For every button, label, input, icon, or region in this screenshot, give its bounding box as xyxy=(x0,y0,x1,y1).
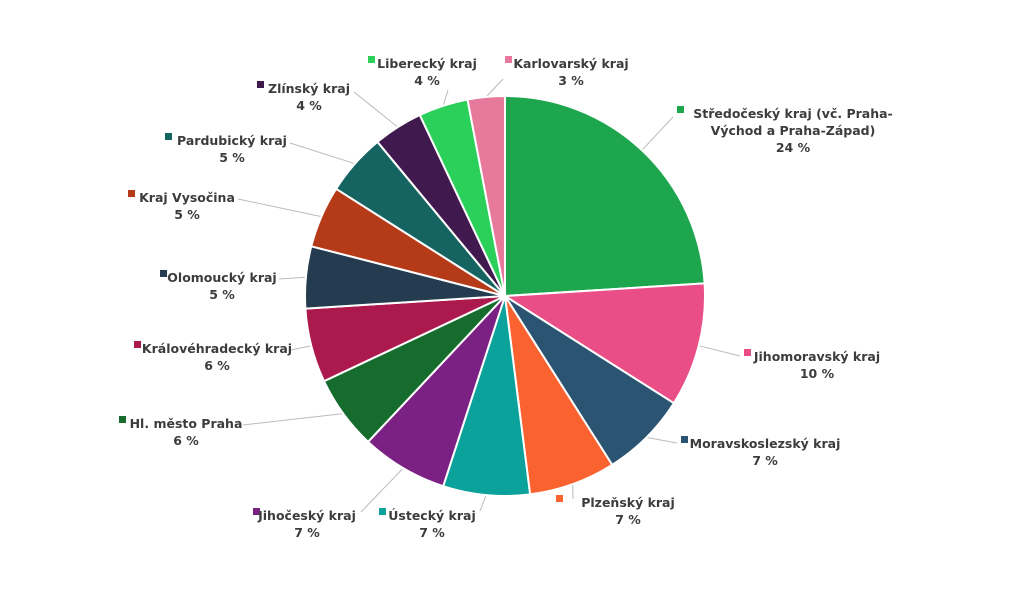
leader-line-13 xyxy=(442,89,449,106)
slice-label-8: Královéhradecký kraj 6 % xyxy=(142,341,292,373)
slice-percent-value: 5 % xyxy=(209,287,235,302)
slice-label-1: Středočeský kraj (vč. Praha- Východ a Pra… xyxy=(693,106,893,155)
pie-slice-1[interactable] xyxy=(504,95,706,297)
slice-percent-value: 7 % xyxy=(294,525,320,540)
slice-label-line: Jihomoravský kraj xyxy=(753,349,880,364)
legend-bullet-14 xyxy=(505,56,512,63)
leader-line-6 xyxy=(360,467,404,513)
slice-percent-value: 7 % xyxy=(752,453,778,468)
slice-label-5: Ústecký kraj 7 % xyxy=(388,508,475,540)
leader-line-5 xyxy=(479,494,487,512)
slice-label-13: Liberecký kraj 4 % xyxy=(377,56,477,88)
leader-line-12 xyxy=(353,91,399,128)
leader-line-8 xyxy=(290,345,312,351)
slice-percent-value: 7 % xyxy=(419,525,445,540)
slice-label-line: Liberecký kraj xyxy=(377,56,477,71)
slice-label-7: Hl. město Praha 6 % xyxy=(130,416,243,448)
leader-line-2 xyxy=(698,345,741,357)
pie-slice-2[interactable] xyxy=(504,282,706,405)
legend-bullet-5 xyxy=(379,508,386,515)
leader-lines-group xyxy=(237,78,741,513)
slice-percent-value: 24 % xyxy=(776,140,811,155)
slice-percent-value: 5 % xyxy=(174,207,200,222)
pie-slice-14[interactable] xyxy=(466,94,506,297)
slice-percent-value: 3 % xyxy=(558,73,584,88)
legend-bullet-8 xyxy=(134,341,141,348)
leader-line-10 xyxy=(237,198,322,218)
slice-label-line: Zlínský kraj xyxy=(268,81,350,96)
slice-percent-value: 4 % xyxy=(296,98,322,113)
legend-bullet-12 xyxy=(257,81,264,88)
slice-percent-value: 7 % xyxy=(615,512,641,527)
slice-label-line: Moravskoslezský kraj xyxy=(690,436,841,451)
legend-bullet-2 xyxy=(744,349,751,356)
slice-label-12: Zlínský kraj 4 % xyxy=(268,81,350,113)
slice-labels-group: Středočeský kraj (vč. Praha- Východ a Pra… xyxy=(119,56,893,540)
slice-label-line: Olomoucký kraj xyxy=(167,270,276,285)
slice-label-2: Jihomoravský kraj 10 % xyxy=(753,349,880,381)
leader-line-11 xyxy=(289,142,356,165)
legend-bullet-10 xyxy=(128,190,135,197)
slice-label-6: Jihočeský kraj 7 % xyxy=(257,508,356,540)
slice-label-11: Pardubický kraj 5 % xyxy=(177,133,287,165)
legend-bullet-7 xyxy=(119,416,126,423)
leader-line-14 xyxy=(485,78,504,98)
slice-label-line: Plzeňský kraj xyxy=(581,495,675,510)
slice-percent-value: 10 % xyxy=(800,366,835,381)
slice-label-10: Kraj Vysočina 5 % xyxy=(139,190,235,222)
slice-percent-value: 4 % xyxy=(414,73,440,88)
legend-bullet-4 xyxy=(556,495,563,502)
legend-bullet-13 xyxy=(368,56,375,63)
slice-label-14: Karlovarský kraj 3 % xyxy=(513,56,628,88)
slice-label-line: Hl. město Praha xyxy=(130,416,243,431)
slice-percent-value: 6 % xyxy=(173,433,199,448)
slice-label-line: Pardubický kraj xyxy=(177,133,287,148)
slice-label-4: Plzeňský kraj 7 % xyxy=(581,495,675,527)
slice-percent-value: 5 % xyxy=(219,150,245,165)
legend-bullet-9 xyxy=(160,270,167,277)
leader-line-3 xyxy=(646,436,678,444)
slice-label-3: Moravskoslezský kraj 7 % xyxy=(690,436,841,468)
leader-line-1 xyxy=(641,116,674,151)
legend-bullet-3 xyxy=(681,436,688,443)
slice-label-line: Kraj Vysočina xyxy=(139,190,235,205)
leader-line-7 xyxy=(242,413,344,426)
legend-bullet-6 xyxy=(253,508,260,515)
slice-label-line: Jihočeský kraj xyxy=(257,508,356,523)
slice-label-line: Středočeský kraj (vč. Praha- xyxy=(693,106,893,121)
slice-label-line: Karlovarský kraj xyxy=(513,56,628,71)
slice-percent-value: 6 % xyxy=(204,358,230,373)
slice-label-line: Královéhradecký kraj xyxy=(142,341,292,356)
legend-bullet-11 xyxy=(165,133,172,140)
pie-slices-group xyxy=(304,94,706,497)
slice-label-9: Olomoucký kraj 5 % xyxy=(167,270,276,302)
slice-label-line: Ústecký kraj xyxy=(388,508,475,523)
leader-line-9 xyxy=(278,276,306,280)
slice-label-line: Východ a Praha-Západ) xyxy=(711,123,876,138)
legend-bullet-1 xyxy=(677,106,684,113)
